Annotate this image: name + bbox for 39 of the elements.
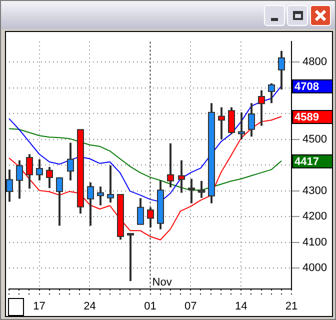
candlestick xyxy=(97,186,104,206)
candlestick xyxy=(127,232,134,282)
x-tick-label: 07 xyxy=(184,300,197,312)
y-tick-label: 4300 xyxy=(302,184,328,197)
candlestick xyxy=(107,164,114,204)
data-label: 4708 xyxy=(294,80,320,93)
y-tick-label: 4200 xyxy=(302,210,328,223)
candlestick xyxy=(238,111,245,140)
candlestick xyxy=(198,180,205,199)
candlestick xyxy=(167,142,174,188)
ref-line-label: Nov xyxy=(152,276,172,288)
candlestick xyxy=(137,197,144,226)
data-label: 4417 xyxy=(294,156,320,168)
candlestick xyxy=(26,153,33,190)
x-tick-label: 17 xyxy=(33,300,46,312)
x-tick-label: 24 xyxy=(84,300,96,312)
candlestick xyxy=(6,168,13,203)
candlestick xyxy=(188,178,195,204)
x-tick-label: 21 xyxy=(285,300,298,312)
candlestick xyxy=(147,206,154,229)
data-label: 4589 xyxy=(294,112,320,124)
candlestick xyxy=(56,176,63,227)
candlestick xyxy=(46,166,53,190)
candlestick xyxy=(16,159,23,200)
candlestick xyxy=(178,159,185,194)
y-tick-label: 4100 xyxy=(302,236,328,248)
y-tick-label: 4800 xyxy=(302,56,328,68)
candlestick xyxy=(248,102,255,138)
candlestick xyxy=(218,106,225,140)
candlestick xyxy=(36,158,43,182)
candlestick xyxy=(87,181,94,227)
candlestick xyxy=(228,106,235,136)
candlestick xyxy=(278,50,285,90)
x-tick-label: 01 xyxy=(144,300,156,312)
candlestick xyxy=(67,142,74,182)
candlestick xyxy=(268,82,275,104)
y-tick-label: 4000 xyxy=(302,262,328,274)
y-tick-label: 4500 xyxy=(302,133,328,146)
x-tick-label: 14 xyxy=(234,300,248,312)
